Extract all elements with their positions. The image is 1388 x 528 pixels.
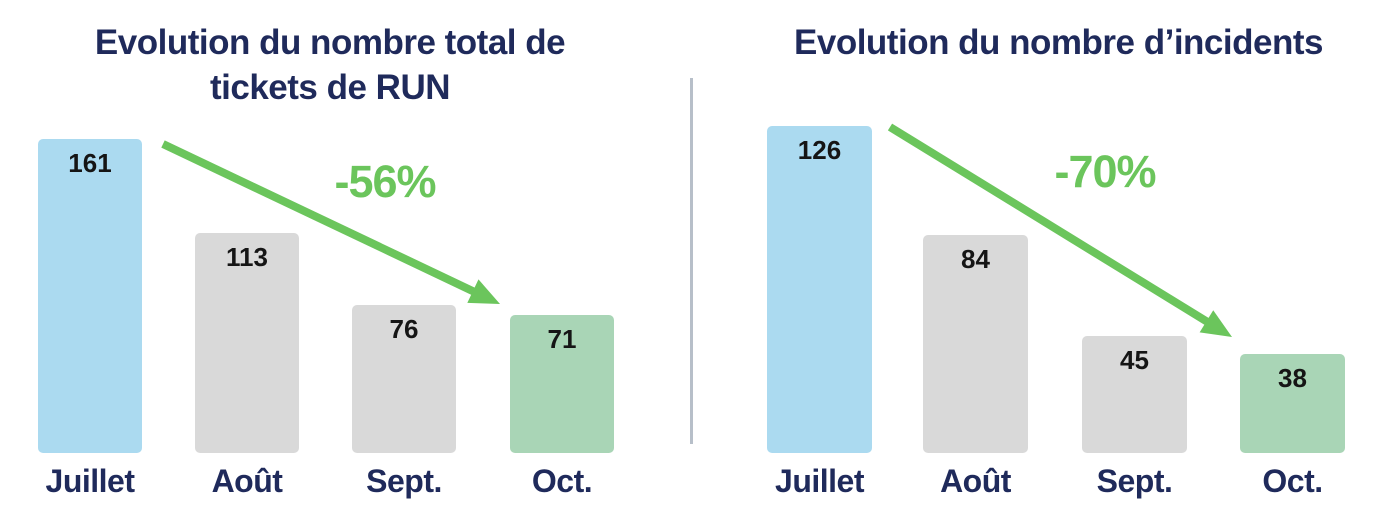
category-label-sept: Sept. [1096,463,1173,499]
bar-value-label: 71 [547,324,577,354]
category-label-juillet: Juillet [775,463,864,499]
category-label-oct: Oct. [531,463,593,499]
category-label-oct: Oct. [1262,463,1323,499]
bar-sept [1082,336,1187,453]
chart-incidents: Evolution du nombre d’incidents 126 Juill… [729,0,1388,528]
chart-title: Evolution du nombre d’incidents [729,20,1388,65]
chart-title-line: Evolution du nombre d’incidents [794,23,1323,62]
bar-aot [195,233,299,453]
chart-title: Evolution du nombre total de tickets de R… [0,20,660,110]
bar-oct [510,315,614,453]
plot-area: 161 Juillet 113 Août 76 Sept. 71 Oct. -56% [0,0,660,528]
bar-oct [1240,354,1345,453]
decline-arrow [887,123,1232,337]
bar-value-label: 84 [961,244,990,274]
category-label-aot: Août [940,463,1011,499]
bar-juillet [767,126,872,453]
percent-change-label: -70% [1054,146,1156,197]
bar-value-label: 126 [797,135,842,165]
bar-juillet [38,139,142,453]
bar-sept [352,305,456,453]
divider-line [690,78,693,444]
bar-value-label: 76 [389,314,419,344]
plot-area: 126 Juillet 84 Août 45 Sept. 38 Oct. -70% [729,0,1388,528]
category-label-aot: Août [211,463,283,499]
bar-value-label: 38 [1278,363,1307,393]
percent-change-label: -56% [334,156,436,207]
chart-title-line: tickets de RUN [209,68,451,107]
bar-value-label: 45 [1120,345,1149,375]
category-label-sept: Sept. [366,463,442,499]
bar-aot [923,235,1028,453]
bar-value-label: 161 [68,148,112,178]
decline-arrow [161,140,500,304]
bar-value-label: 113 [226,242,268,272]
chart-tickets-run: Evolution du nombre total de tickets de R… [0,0,660,528]
category-label-juillet: Juillet [45,463,135,499]
chart-title-line: Evolution du nombre total de [94,23,566,62]
